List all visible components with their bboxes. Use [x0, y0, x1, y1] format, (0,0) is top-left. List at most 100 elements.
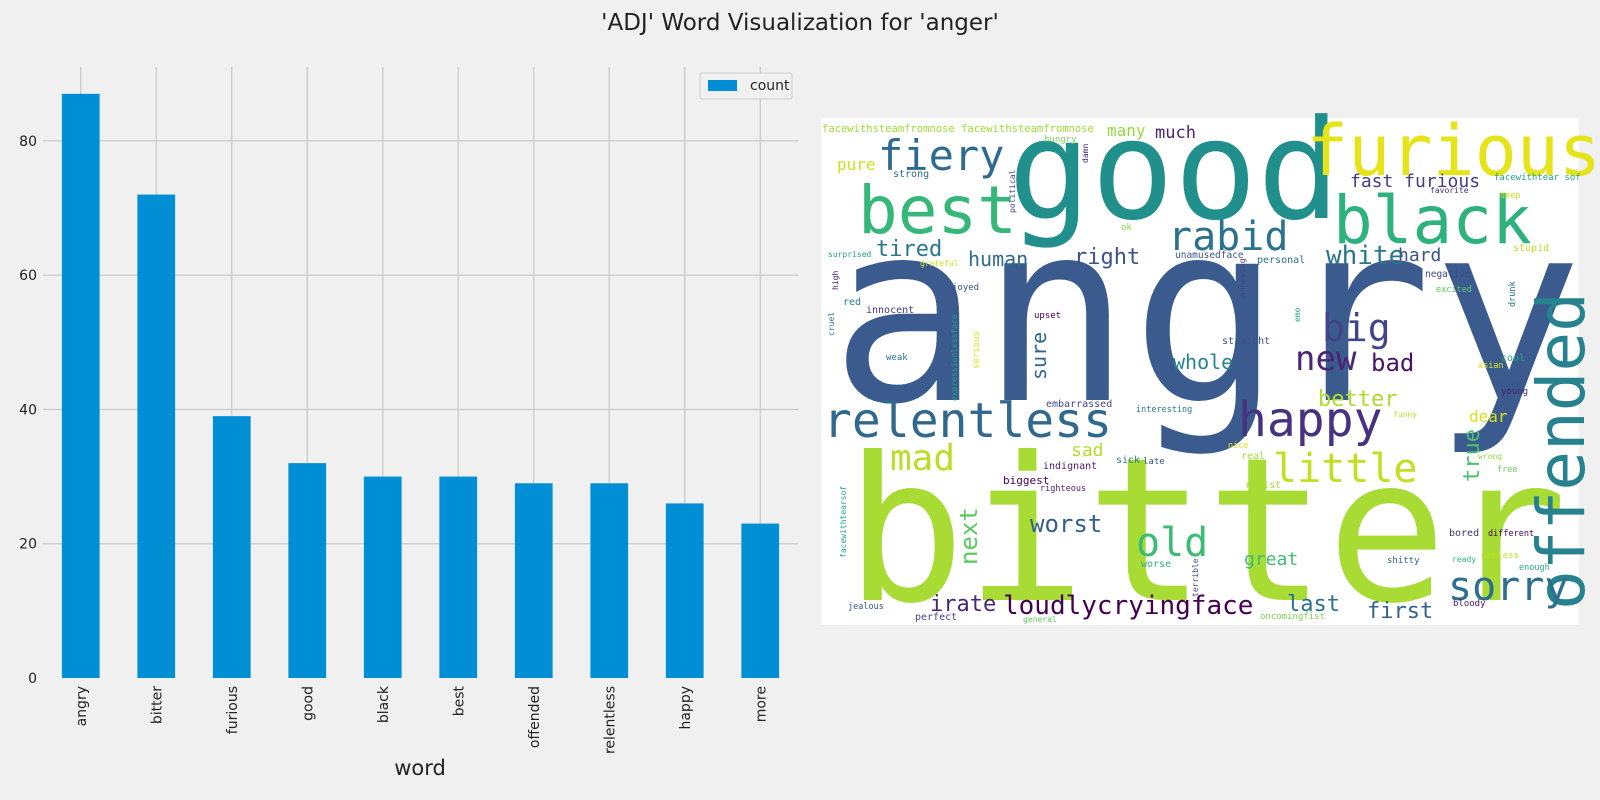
x-tick-label: more [753, 686, 769, 722]
legend[interactable]: count [699, 72, 793, 100]
word-cloud-word: offended [1523, 292, 1600, 610]
word-cloud-word: bored [1449, 528, 1479, 539]
word-cloud-word: indignant [1043, 461, 1097, 472]
word-cloud-word: nice [1228, 441, 1248, 451]
bar-chart: 0 20 40 60 80 angry bitter furious good black bes… [19, 67, 798, 780]
word-cloud-word: hard [1398, 245, 1441, 266]
word-cloud-word: old [1136, 520, 1208, 566]
bar-angry [61, 93, 100, 679]
word-cloud-word: jealous [848, 602, 884, 612]
word-cloud-word: high [831, 271, 840, 290]
word-cloud-word: white [1326, 241, 1404, 271]
word-cloud-word: black [1333, 182, 1532, 259]
word-cloud-word: biggest [1003, 474, 1049, 487]
word-cloud-word: ok [1121, 223, 1132, 233]
word-cloud-word: enough [1519, 563, 1550, 573]
word-cloud-word: grateful [920, 259, 959, 268]
word-cloud-word: favorite [1430, 186, 1469, 195]
word-cloud-word: oncomingfist [1260, 612, 1325, 622]
word-cloud-word: righteous [1040, 484, 1086, 494]
x-axis-ticks: angry bitter furious good black best offended r… [74, 685, 770, 754]
word-cloud-word: sick [1116, 455, 1140, 466]
word-cloud-word: free [1497, 465, 1517, 475]
word-cloud-word: political [1008, 169, 1017, 213]
word-cloud-word: next [955, 507, 983, 565]
legend-label: count [750, 78, 790, 94]
word-cloud-word: racist [1245, 480, 1281, 491]
word-cloud-word: unamusedface [1175, 250, 1244, 261]
word-cloud-word: bitter [845, 415, 1567, 648]
word-cloud-word: embarrassed [1046, 399, 1112, 410]
word-cloud-word: fast furious [1350, 171, 1480, 192]
word-cloud-word: new [1295, 339, 1357, 379]
word-cloud-word: cruel [827, 312, 836, 336]
bar-bitter [137, 194, 176, 679]
word-cloud-word: bloody [1453, 599, 1486, 609]
word-cloud-word: upset [1034, 311, 1061, 321]
bar-black [363, 476, 402, 678]
word-cloud-word: expressionlessface [950, 314, 959, 401]
word-cloud-word: great [1244, 549, 1298, 570]
word-cloud-word: hungry [1044, 135, 1077, 145]
word-cloud-word: strong [893, 169, 929, 180]
word-cloud-word: serious [972, 331, 982, 369]
word-cloud-word: joyed [952, 283, 979, 293]
x-tick-label: best [451, 686, 467, 717]
word-cloud-word: drunk [1508, 281, 1518, 307]
x-tick-label: furious [225, 686, 241, 734]
y-tick-label: 80 [19, 134, 37, 150]
word-cloud-word: facewithsteamfromnose facewithsteamfromn… [822, 123, 1094, 135]
word-cloud-word: big [1322, 306, 1391, 350]
word-cloud-word: many [1107, 121, 1146, 140]
word-cloud-word: pure [837, 155, 876, 174]
word-cloud-word: general [1023, 615, 1057, 624]
x-tick-label: angry [74, 686, 90, 726]
word-cloud-word: little [1273, 446, 1418, 492]
bar-relentless [590, 483, 629, 678]
word-cloud-word: late [1143, 457, 1165, 467]
word-cloud-word: useless [1481, 551, 1519, 561]
word-cloud-word: damn [1081, 144, 1090, 163]
bar-more [741, 523, 780, 678]
word-cloud-word: facewithtear sof [1494, 173, 1581, 183]
word-cloud-word: wrong [1478, 452, 1502, 461]
x-tick-label: relentless [602, 686, 618, 754]
word-cloud-background [821, 118, 1579, 625]
word-cloud-word: personal [1257, 255, 1305, 266]
word-cloud-word: different [1488, 529, 1534, 539]
word-cloud-word: whole [1173, 350, 1233, 374]
x-tick-label: offended [527, 686, 543, 748]
word-cloud-word: tired [876, 237, 942, 262]
word-cloud-word: worst [1030, 510, 1102, 538]
word-cloud-word: deep [1500, 191, 1520, 201]
figure-title: 'ADJ' Word Visualization for 'anger' [601, 10, 999, 36]
word-cloud-word: weak [886, 353, 908, 363]
word-cloud-word: relentless [823, 393, 1112, 449]
bar-chart-bars [61, 93, 780, 679]
x-tick-label: black [376, 685, 392, 723]
word-cloud-word: happy [1238, 392, 1383, 448]
word-cloud-word: shitty [1387, 556, 1420, 566]
word-cloud-word: real [1241, 451, 1265, 462]
word-cloud-word: last [1287, 592, 1340, 617]
bar-good [288, 463, 327, 678]
word-cloud-word: terrible [1191, 558, 1200, 597]
word-cloud-word: loudlycryingface [1003, 591, 1253, 621]
word-cloud-word: rabid [1168, 214, 1288, 260]
word-cloud-word: good [1008, 90, 1340, 251]
word-cloud-word: mad [890, 438, 955, 479]
x-axis-label: word [394, 756, 446, 780]
x-tick-label: good [300, 686, 316, 721]
word-cloud-word: facewithtearsof [839, 486, 848, 558]
word-cloud-word: fiery [878, 131, 1004, 180]
y-tick-label: 40 [19, 402, 37, 418]
word-cloud-word: worse [1141, 559, 1171, 570]
y-tick-label: 0 [28, 671, 37, 687]
legend-swatch [708, 80, 737, 91]
word-cloud-word: straight [1222, 336, 1270, 347]
word-cloud-word: annoying [1238, 258, 1247, 297]
word-cloud-word: perfect [915, 612, 957, 623]
bar-best [439, 476, 478, 678]
word-cloud-word: true [1460, 429, 1485, 482]
